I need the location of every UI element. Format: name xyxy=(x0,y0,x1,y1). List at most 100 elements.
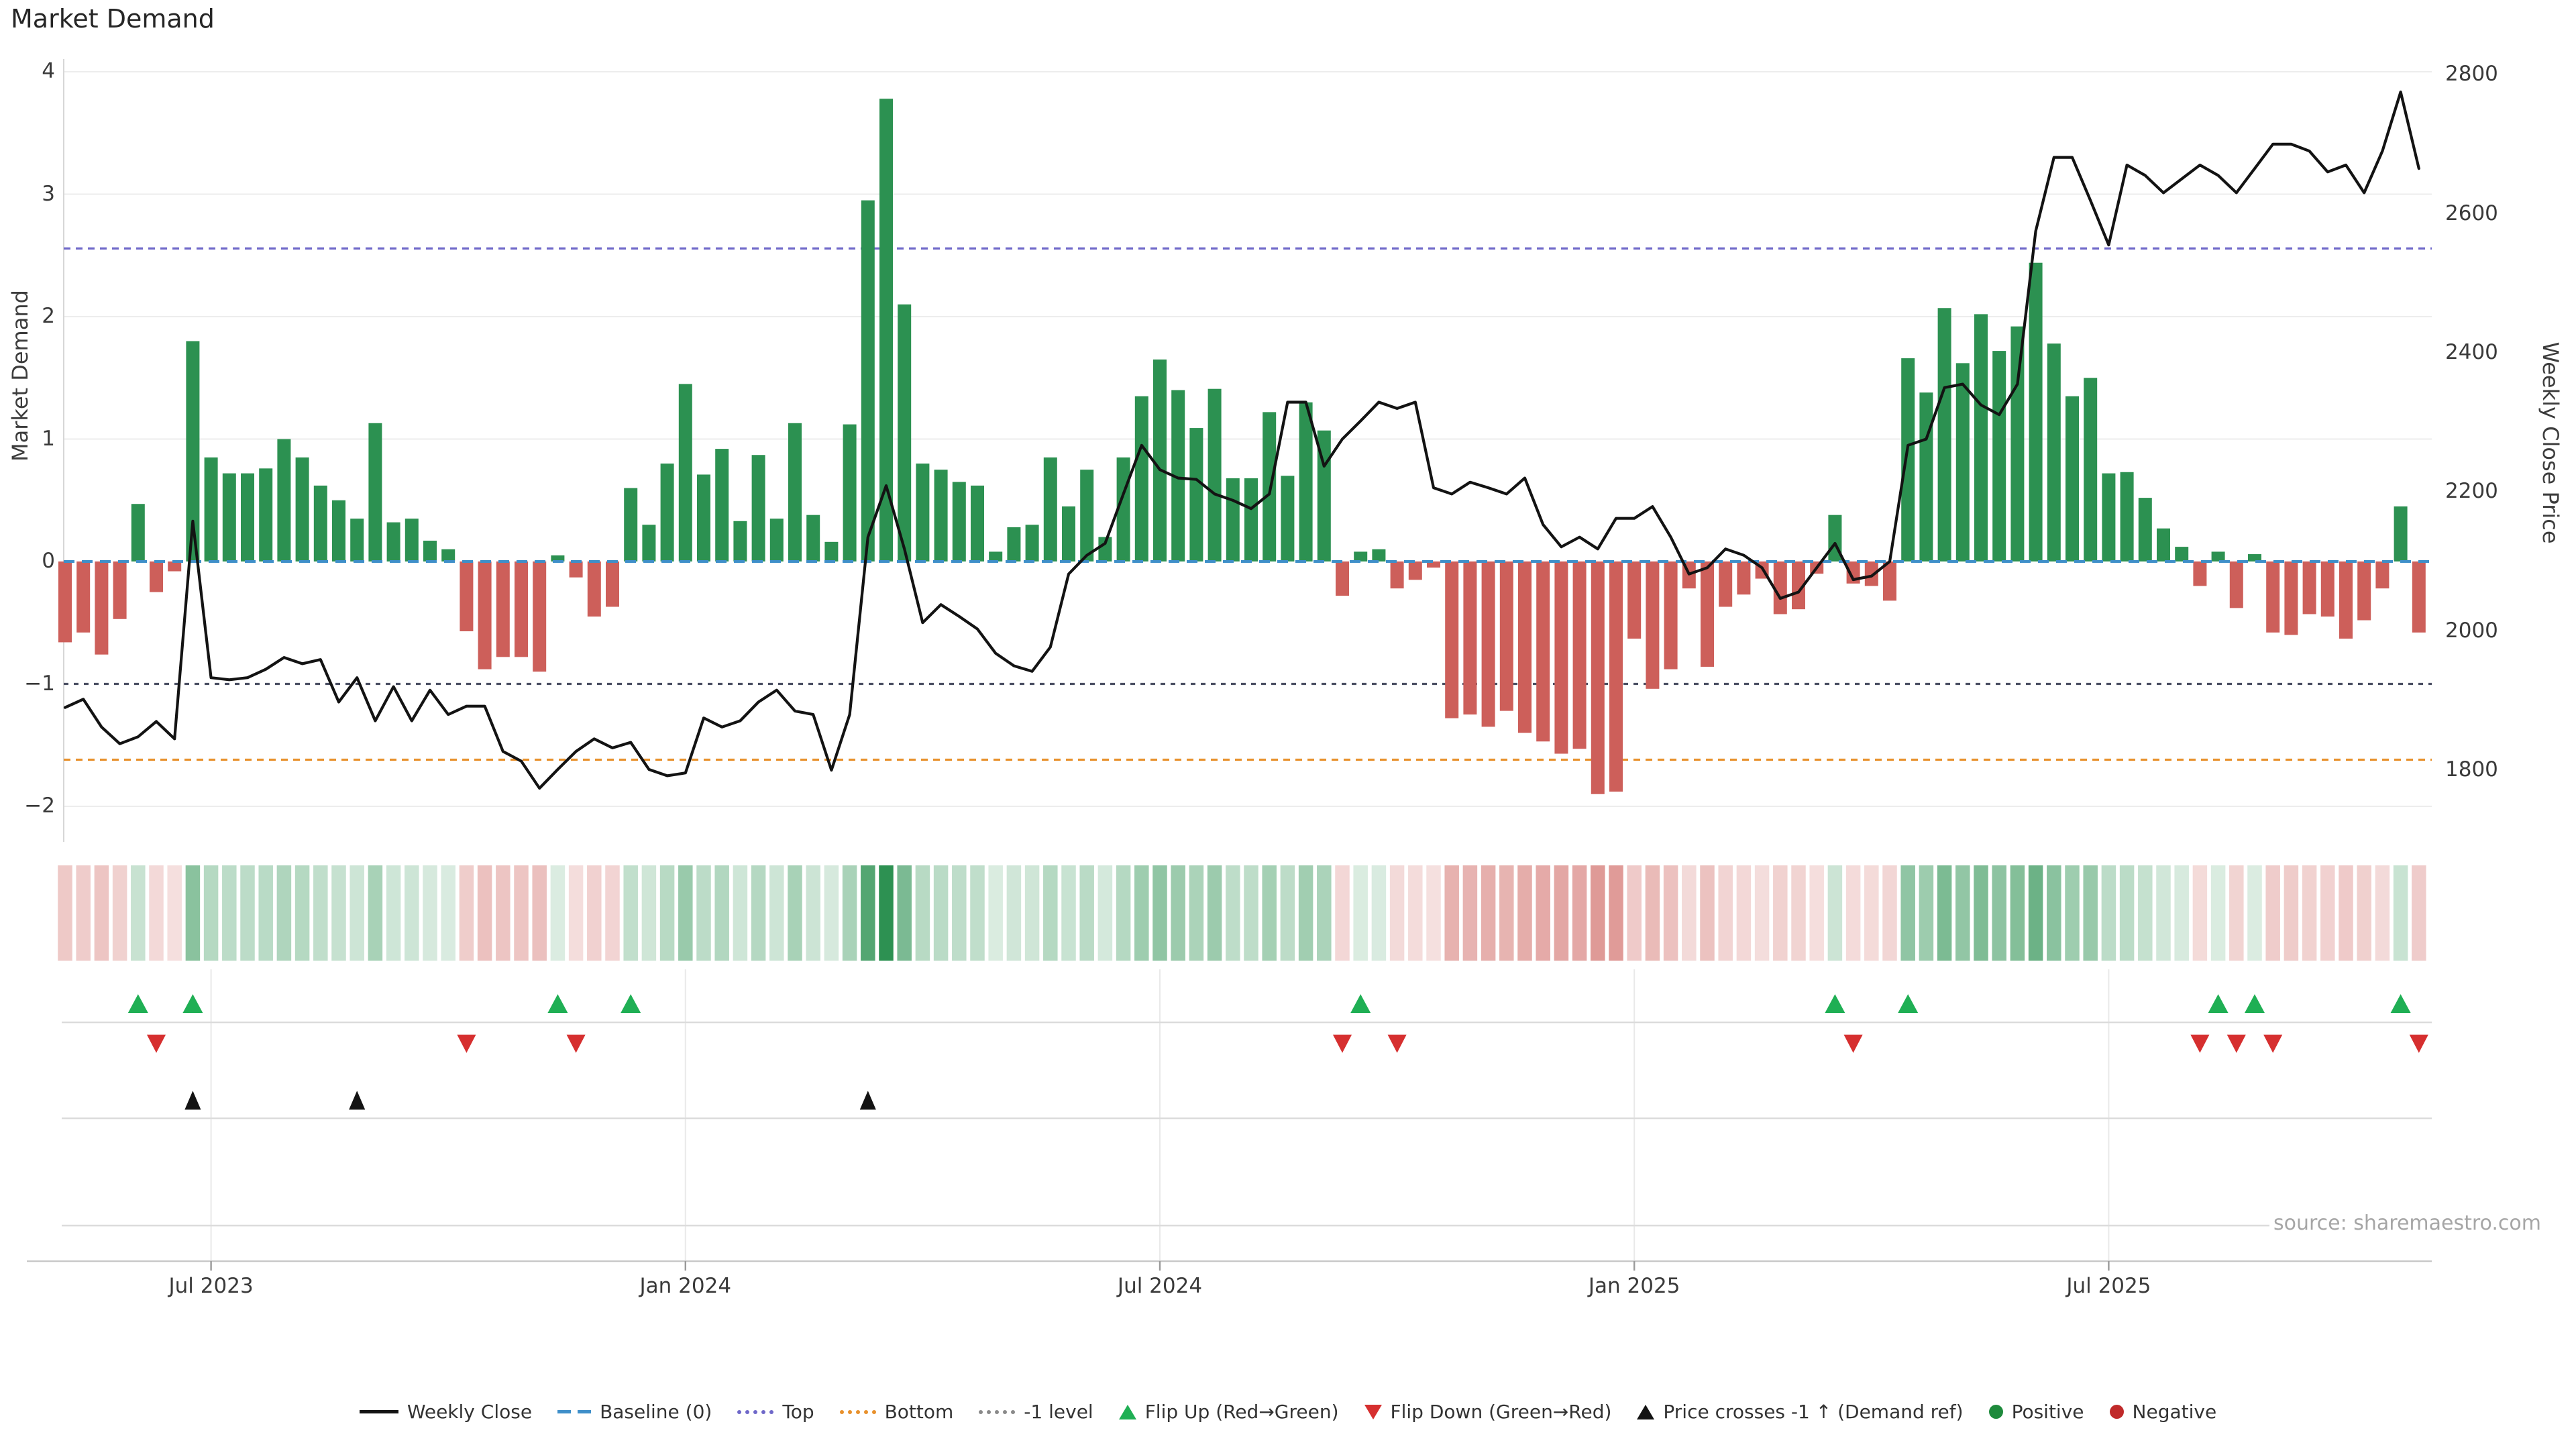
flip-up-marker xyxy=(1825,994,1845,1013)
heatmap-cell xyxy=(368,865,383,961)
demand-bar xyxy=(642,525,656,561)
heatmap-cell xyxy=(386,865,401,961)
demand-bar xyxy=(2248,554,2261,561)
demand-bar xyxy=(952,482,966,561)
heatmap-cell xyxy=(2375,865,2390,961)
demand-bar xyxy=(843,424,857,561)
legend-label-flip-up-red-green: Flip Up (Red→Green) xyxy=(1144,1401,1339,1423)
demand-bar xyxy=(2175,547,2189,561)
demand-bar xyxy=(295,457,309,561)
legend-item-flip-up-red-green: Flip Up (Red→Green) xyxy=(1118,1401,1339,1423)
heatmap-cell xyxy=(1207,865,1222,961)
demand-bar xyxy=(168,561,182,572)
y-tick-left-2: 2 xyxy=(42,304,55,328)
demand-bar xyxy=(2120,472,2134,561)
demand-bar xyxy=(1864,561,1878,586)
demand-bar xyxy=(1189,428,1203,561)
demand-bar xyxy=(1883,561,1896,601)
heatmap-cell xyxy=(2192,865,2208,961)
demand-bar xyxy=(1062,506,1075,561)
heatmap-cell xyxy=(988,865,1003,961)
legend-item-positive: Positive xyxy=(1988,1401,2084,1423)
demand-bar xyxy=(1609,561,1623,792)
demand-bar xyxy=(788,423,802,561)
y-tick-right-1800: 1800 xyxy=(2445,757,2498,782)
flip-up-marker xyxy=(547,994,568,1013)
heatmap-cell xyxy=(1006,865,1022,961)
demand-bar xyxy=(131,504,145,561)
heatmap-cell xyxy=(1609,865,1623,961)
demand-bar xyxy=(350,519,364,561)
x-tick-jan-2025: Jan 2025 xyxy=(1588,1274,1680,1298)
heatmap-cell xyxy=(659,865,675,961)
heatmap-cell xyxy=(1864,865,1879,961)
demand-bar xyxy=(2284,561,2298,635)
demand-bar xyxy=(277,439,291,561)
demand-bar xyxy=(551,555,565,561)
heatmap-cell xyxy=(2339,865,2353,961)
demand-bar xyxy=(386,522,400,561)
heatmap-cell xyxy=(1736,865,1752,961)
heatmap-cell xyxy=(824,865,839,961)
flip-down-marker xyxy=(2409,1034,2428,1053)
legend-swatch-bottom xyxy=(839,1409,876,1414)
legend-swatch-top xyxy=(737,1409,774,1414)
demand-bar xyxy=(1955,363,1970,561)
heatmap-cell xyxy=(1353,865,1368,961)
demand-bar xyxy=(186,341,200,561)
heatmap-cell xyxy=(1024,865,1040,961)
demand-bar xyxy=(2339,561,2353,639)
demand-bar xyxy=(1499,561,1513,711)
heatmap-cell xyxy=(2028,865,2043,961)
legend-label-bottom: Bottom xyxy=(884,1401,954,1423)
demand-bar xyxy=(313,485,327,561)
demand-bar xyxy=(95,561,109,655)
price-cross-marker xyxy=(184,1091,201,1110)
heatmap-cell xyxy=(2119,865,2135,961)
heatmap-cell xyxy=(1827,865,1843,961)
x-tick-jan-2024: Jan 2024 xyxy=(639,1274,732,1298)
heatmap-cell xyxy=(641,865,657,961)
heatmap-cell xyxy=(2138,865,2153,961)
legend-label-baseline-0: Baseline (0) xyxy=(600,1401,712,1423)
demand-bar xyxy=(1646,561,1660,689)
heatmap-cell xyxy=(2229,865,2244,961)
heatmap-cell xyxy=(1226,865,1240,961)
demand-bar xyxy=(2229,561,2243,608)
demand-bar xyxy=(1518,561,1532,733)
demand-bar xyxy=(1445,561,1459,718)
demand-bar xyxy=(2193,561,2207,586)
heatmap-cell xyxy=(1189,865,1204,961)
demand-bar xyxy=(405,519,419,561)
heatmap-cell xyxy=(131,865,146,961)
demand-bar xyxy=(1627,561,1642,639)
demand-bar xyxy=(113,561,127,619)
heatmap-cell xyxy=(532,865,547,961)
demand-bar xyxy=(624,488,638,561)
legend-label-1-level: -1 level xyxy=(1024,1401,1093,1423)
legend-swatch-flip-down-green-red xyxy=(1364,1404,1382,1419)
heatmap-cell xyxy=(149,865,164,961)
heatmap-cell xyxy=(477,865,492,961)
heatmap-cell xyxy=(933,865,949,961)
flip-down-marker xyxy=(1387,1034,1407,1053)
demand-bar xyxy=(751,455,765,561)
legend-item-price-crosses-1-demand-ref: Price crosses -1 ↑ (Demand ref) xyxy=(1637,1401,1964,1423)
demand-bar xyxy=(1336,561,1349,596)
heatmap-cell xyxy=(1317,865,1332,961)
demand-bar xyxy=(1901,358,1915,561)
legend-swatch-flip-up-red-green xyxy=(1118,1404,1136,1419)
demand-bar xyxy=(1153,359,1167,561)
heatmap-cell xyxy=(1645,865,1660,961)
demand-bar xyxy=(1992,351,2006,561)
heatmap-cell xyxy=(2047,865,2061,961)
demand-bar xyxy=(934,470,948,561)
heatmap-cell xyxy=(2284,865,2299,961)
demand-bar xyxy=(769,519,784,561)
flip-down-marker xyxy=(1333,1034,1352,1053)
heatmap-cell xyxy=(1900,865,1915,961)
heatmap-cell xyxy=(496,865,511,961)
legend-swatch-1-level xyxy=(979,1409,1016,1414)
heatmap-cell xyxy=(915,865,930,961)
y-tick-right-2800: 2800 xyxy=(2445,62,2498,87)
